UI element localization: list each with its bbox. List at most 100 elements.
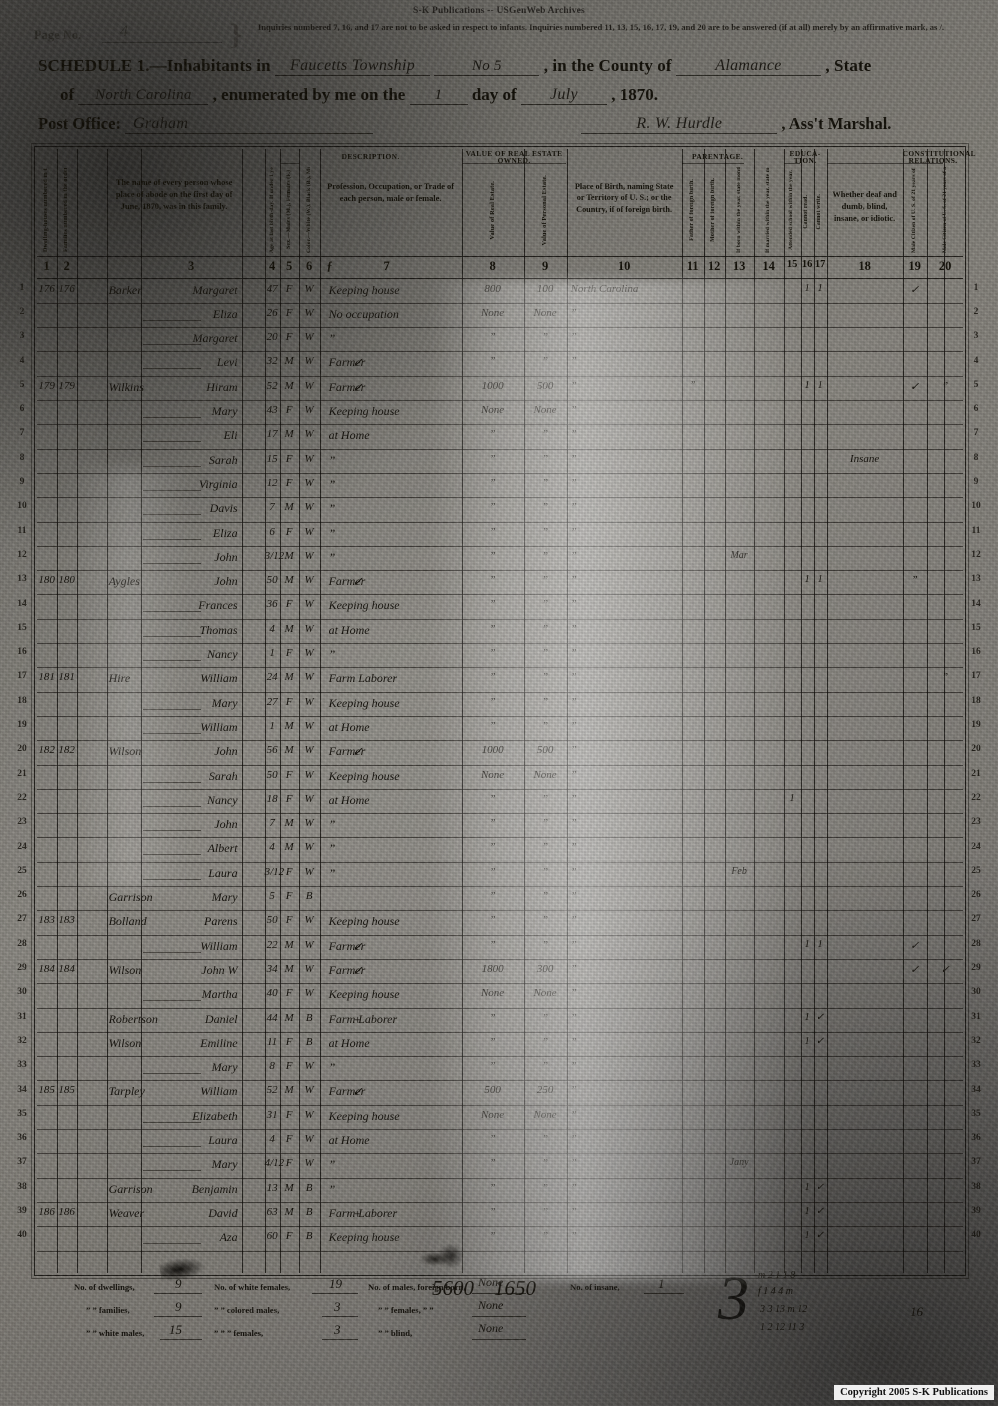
row-number-right: 22 (971, 792, 981, 803)
cell-color: W (304, 379, 314, 392)
cell-age: 52 (266, 1084, 278, 1097)
row-number-left: 18 (17, 695, 27, 706)
column-header-birthplace: Place of Birth, naming State or Territor… (574, 181, 674, 214)
tally-line-4: 1 2 12 11 3 (760, 1322, 805, 1333)
cell-occupation: ” (328, 865, 336, 880)
census-table: Description. VALUE OF REAL ESTATE OWNED.… (34, 146, 976, 1276)
value-foreign-females: None (478, 1298, 504, 1312)
cell-sex: F (285, 768, 293, 781)
row-number-right: 2 (973, 306, 979, 317)
row-number-left: 40 (17, 1230, 27, 1241)
cell-given: Albert (207, 841, 238, 856)
row-divider (36, 472, 964, 474)
column-number-20: 20 (938, 258, 952, 273)
name-rule-stroke (142, 319, 201, 321)
cell-birthplace: ” (570, 598, 577, 611)
row-divider (36, 1104, 964, 1106)
cell-color: W (304, 987, 314, 1000)
row-number-right: 9 (973, 477, 979, 487)
name-rule-stroke (142, 1000, 201, 1002)
cell-personal: ” (542, 1011, 549, 1024)
name-rule-stroke (142, 611, 201, 613)
column-header-dwelling: Dwelling-houses numbered in the order of… (42, 167, 49, 252)
row-number-left: 4 (19, 355, 25, 366)
cell-personal: 500 (536, 744, 554, 757)
row-number-left: 38 (17, 1181, 27, 1192)
row-number-left: 17 (17, 671, 27, 682)
cell-color: W (304, 744, 314, 757)
cell-color: W (304, 1108, 314, 1121)
cell-color: W (304, 501, 314, 514)
cell-age: 24 (266, 671, 278, 684)
cell-age: 40 (266, 987, 278, 1000)
row-number-left: 26 (17, 890, 27, 901)
cell-real: 800 (484, 282, 501, 295)
post-office-label: Post Office: (38, 114, 121, 133)
cell-occupation: Farmer (328, 379, 366, 394)
total-real-estate: 5600 (432, 1276, 474, 1300)
cell-personal: ” (542, 719, 549, 732)
state-label: , State (825, 56, 872, 75)
row-number-right: 39 (971, 1206, 981, 1216)
cell-color: W (304, 404, 314, 417)
row-number-right: 38 (971, 1181, 981, 1192)
cell-personal: ” (542, 598, 549, 611)
value-insane: 1 (658, 1276, 665, 1291)
cell-occupation: Farm Laborer (328, 1205, 398, 1220)
cell-personal: ” (542, 1205, 549, 1218)
cell-surname: Bolland (108, 914, 147, 929)
cell-birthplace: ” (570, 938, 577, 951)
row-number-left: 2 (19, 306, 25, 317)
cell-birthplace: ” (570, 841, 577, 854)
cell-birthplace: ” (570, 1181, 577, 1194)
cell-color: W (304, 1060, 314, 1073)
cell-color: W (304, 476, 314, 489)
cell-sex: F (285, 306, 293, 319)
cell-sex: M (284, 744, 294, 757)
cell-sex: M (284, 1181, 294, 1194)
cell-real: None (480, 404, 505, 417)
cell-sex: M (284, 549, 294, 562)
cell-age: 26 (266, 306, 278, 319)
row-divider (36, 1129, 964, 1131)
cell-denied: ” (942, 671, 949, 684)
row-number-left: 10 (17, 501, 27, 512)
cell-birthplace: ” (570, 987, 577, 1000)
cell-occupation: Keeping house (328, 695, 400, 710)
cell-sex: M (284, 1084, 294, 1097)
cell-sex: F (285, 1133, 293, 1146)
cell-tick7: + (353, 1011, 362, 1027)
column-header-infirmities: Whether deaf and dumb, blind, insane, or… (832, 189, 897, 223)
cell-cannot_write: ✓ (815, 1181, 825, 1193)
row-number-left: 22 (17, 792, 27, 803)
cell-occupation: Keeping house (328, 987, 400, 1002)
cell-real: ” (489, 598, 496, 611)
cell-age: 3/12 (264, 865, 285, 878)
cell-personal: None (533, 987, 557, 1000)
label-foreign-males: No. of males, foreign born, (368, 1282, 466, 1292)
row-number-left: 25 (17, 865, 27, 876)
row-number-left: 7 (19, 428, 25, 439)
row-number-left: 20 (17, 744, 27, 755)
column-number-14: 14 (762, 258, 775, 273)
name-rule-stroke (142, 1170, 201, 1172)
cell-citizen: ✓ (909, 963, 920, 976)
value-foreign-males: None (478, 1275, 504, 1289)
row-divider (36, 886, 964, 888)
cell-tick7: ✓ (352, 938, 364, 954)
cell-family: 184 (58, 962, 75, 975)
cell-family: 179 (58, 379, 75, 392)
name-rule-stroke (142, 344, 201, 346)
cell-given: Mary (211, 890, 238, 905)
cell-occupation: Farmer (328, 1084, 366, 1099)
label-colored-females: ” ” ” females, (214, 1328, 264, 1338)
cell-age: 50 (266, 768, 278, 781)
column-header-married-in-year: If married within the year, state month … (765, 166, 772, 253)
cell-occupation: Keeping house (328, 1230, 400, 1245)
cell-occupation: at Home (328, 719, 370, 734)
cell-real: ” (489, 428, 496, 441)
cell-sex: F (285, 647, 293, 660)
cell-personal: 100 (536, 282, 554, 295)
row-number-left: 29 (17, 963, 27, 973)
cell-occupation: ” (328, 1060, 336, 1075)
